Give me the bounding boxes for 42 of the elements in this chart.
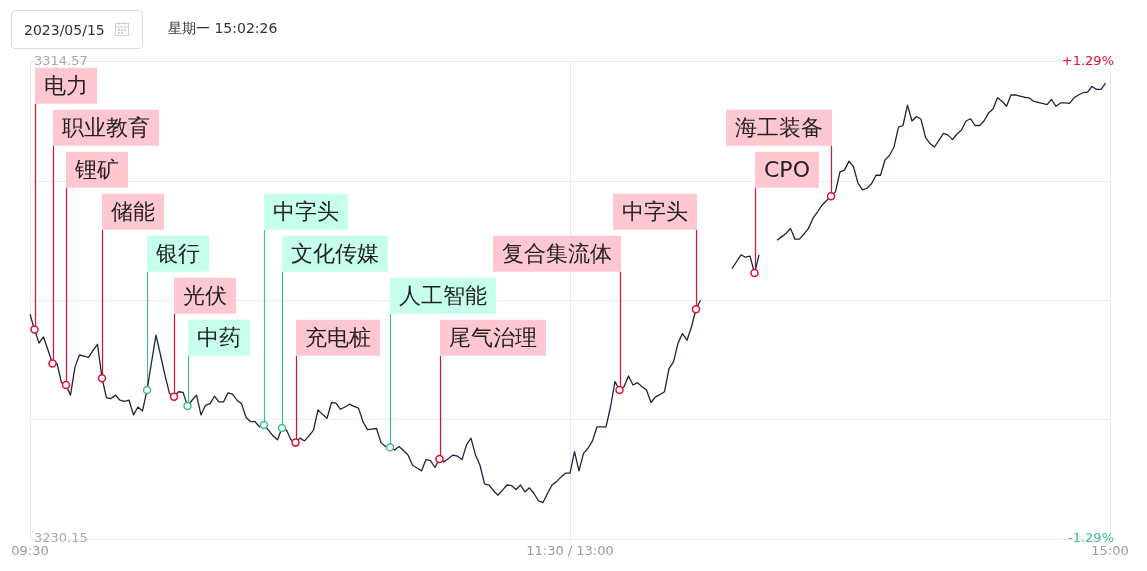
point bbox=[183, 401, 192, 411]
point bbox=[385, 442, 395, 452]
data-label: 文化传媒 bbox=[291, 240, 379, 266]
data-label: 中字头 bbox=[273, 198, 339, 224]
point bbox=[48, 359, 57, 368]
data-label: 电力 bbox=[44, 72, 88, 98]
data-label: 职业教育 bbox=[62, 114, 150, 140]
x-tick-label: 15:00 bbox=[1091, 543, 1129, 559]
point bbox=[750, 268, 759, 278]
point bbox=[259, 420, 269, 430]
data-label: 中药 bbox=[197, 324, 241, 350]
point bbox=[615, 385, 624, 395]
data-label: 储能 bbox=[111, 198, 155, 224]
y-tick-label: 3314.57 bbox=[34, 53, 88, 69]
point bbox=[435, 454, 444, 464]
point bbox=[61, 380, 71, 390]
data-label: 充电桩 bbox=[305, 324, 371, 350]
x-tick-label: 11:30 / 13:00 bbox=[526, 543, 614, 559]
point bbox=[826, 191, 836, 201]
y2-tick-label: +1.29% bbox=[1061, 53, 1114, 69]
y2-tick-label: -1.29% bbox=[1068, 530, 1114, 546]
data-label: 尾气治理 bbox=[449, 324, 537, 350]
data-label: 人工智能 bbox=[399, 282, 487, 308]
data-label: 复合集流体 bbox=[502, 240, 612, 266]
point bbox=[277, 423, 287, 433]
y-tick-label: 3230.15 bbox=[34, 530, 88, 546]
point bbox=[30, 325, 39, 334]
point bbox=[97, 373, 107, 383]
x-tick-label: 09:30 bbox=[11, 543, 49, 559]
data-label: 光伏 bbox=[183, 282, 227, 308]
point bbox=[291, 438, 300, 447]
data-label: 海工装备 bbox=[735, 114, 823, 140]
chart-subtitle: 星期一 15:02:26 bbox=[168, 19, 278, 37]
data-label: 锂矿 bbox=[74, 156, 119, 182]
point bbox=[691, 304, 701, 314]
data-label: 银行 bbox=[155, 240, 200, 266]
chart-title: 2023/05/15 bbox=[24, 21, 105, 39]
date-field: 2023/05/15 bbox=[11, 10, 143, 49]
point bbox=[169, 392, 179, 402]
data-label: 中字头 bbox=[622, 198, 688, 224]
point bbox=[142, 385, 152, 395]
data-label: CPO bbox=[764, 156, 810, 182]
